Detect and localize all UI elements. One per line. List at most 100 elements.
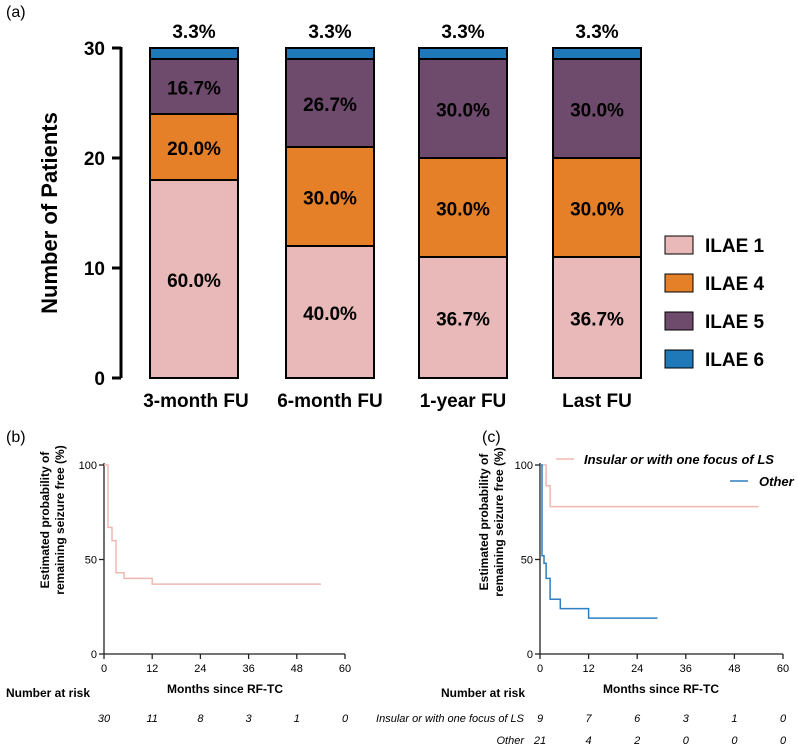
risk-value: 1 — [294, 713, 300, 725]
legend-swatch — [664, 311, 694, 331]
legend: ILAE 1 ILAE 4 ILAE 5 ILAE 6 — [664, 235, 765, 371]
bar-data-label: 3.3% — [308, 22, 351, 43]
km-c-risk-title: Number at risk — [441, 686, 525, 700]
bar-data-label: 3.3% — [441, 22, 484, 43]
legend-swatch — [664, 349, 694, 369]
km-x-tick-label: 48 — [291, 663, 303, 675]
risk-value: 30 — [98, 713, 111, 725]
risk-value: 8 — [197, 713, 204, 725]
km-y-tick-label: 50 — [521, 555, 533, 567]
bar-data-label: 30.0% — [436, 200, 490, 221]
bar-segment — [552, 47, 642, 60]
risk-value: 3 — [683, 713, 690, 725]
km-plot-b: 0 50 100 0 12 24 36 48 60 Estimated probability … — [6, 445, 351, 725]
km-x-tick-label: 0 — [101, 663, 107, 675]
x-tick-label: 3-month FU — [143, 391, 249, 412]
risk-value: 2 — [633, 735, 640, 746]
bar-segment — [418, 256, 508, 379]
legend-label: ILAE 1 — [705, 236, 765, 257]
stacked-bar-chart: 60.0% 20.0% 16.7% 3.3% 40.0% 30.0% 26.7% 3.3% 36… — [37, 22, 765, 412]
bar-segment — [552, 256, 642, 379]
bar-data-label: 3.3% — [172, 22, 215, 43]
x-tick-label: 6-month FU — [277, 391, 383, 412]
bar-segment — [418, 47, 508, 60]
y-axis: 0 10 20 30 — [84, 39, 123, 390]
legend-swatch — [664, 273, 694, 293]
x-axis-labels: 3-month FU 6-month FU 1-year FU Last FU — [143, 391, 632, 412]
legend-label-other: Other — [759, 474, 795, 489]
legend-label-insular: Insular or with one focus of LS — [584, 452, 774, 467]
legend-label: ILAE 6 — [705, 350, 764, 371]
bar-segment — [418, 58, 508, 159]
panel-label-a: (a) — [6, 4, 26, 21]
km-legend-c: Insular or with one focus of LS Other — [556, 452, 795, 489]
risk-value: 3 — [246, 713, 253, 725]
bar-data-label: 40.0% — [303, 304, 357, 325]
risk-value: 0 — [731, 735, 738, 746]
bar-segment — [285, 47, 375, 60]
km-c-ylabel-line2: remaining seizure free (%) — [492, 447, 506, 596]
km-x-tick-label: 0 — [537, 663, 543, 675]
km-series-c — [540, 464, 759, 619]
risk-value: 0 — [683, 735, 690, 746]
x-tick-label: Last FU — [562, 391, 632, 412]
km-x-tick-label: 48 — [728, 663, 740, 675]
bar-data-label: 60.0% — [167, 271, 221, 292]
km-b-xlabel: Months since RF-TC — [167, 682, 283, 696]
bar-data-label: 3.3% — [575, 22, 618, 43]
km-x-tick-label: 36 — [242, 663, 254, 675]
km-x-tick-label: 12 — [582, 663, 594, 675]
km-survival-curve — [104, 464, 321, 585]
bar-data-label: 26.7% — [303, 95, 357, 116]
legend-swatch — [664, 235, 694, 255]
risk-value: 0 — [342, 713, 349, 725]
risk-table-c: Insular or with one focus of LS 9 7 6 3 1 0 Oth… — [376, 713, 787, 746]
y-axis-title: Number of Patients — [37, 112, 62, 314]
bar-label-group: 60.0% 20.0% 16.7% 3.3% 40.0% 30.0% 26.7% 3.3% 36… — [167, 22, 624, 331]
x-tick-label: 1-year FU — [420, 391, 507, 412]
km-b-risk-title: Number at risk — [6, 686, 90, 700]
bar-segment — [149, 179, 239, 379]
km-y-tick-label: 0 — [91, 649, 97, 661]
y-tick-label: 20 — [84, 149, 105, 170]
km-axes-c: 0 50 100 0 12 24 36 48 60 — [515, 460, 789, 675]
km-survival-curve — [540, 464, 658, 619]
km-b-ylabel-line1: Estimated probability of — [38, 451, 52, 589]
km-axes-b: 0 50 100 0 12 24 36 48 60 — [79, 460, 351, 675]
bar-data-label: 16.7% — [167, 79, 221, 100]
legend-label: ILAE 4 — [705, 274, 765, 295]
km-x-tick-label: 36 — [680, 663, 692, 675]
risk-value: 21 — [533, 735, 546, 746]
risk-value: 1 — [731, 713, 737, 725]
bar-data-label: 30.0% — [570, 101, 624, 122]
y-tick-label: 0 — [94, 369, 105, 390]
bar-group — [149, 47, 642, 379]
bar-segment — [149, 113, 239, 181]
km-survival-curve — [540, 464, 759, 508]
risk-value: 0 — [780, 713, 787, 725]
risk-value: 6 — [634, 713, 641, 725]
km-x-tick-label: 60 — [777, 663, 789, 675]
bar-data-label: 36.7% — [570, 310, 624, 331]
bar-segment — [149, 47, 239, 60]
risk-value: 0 — [780, 735, 787, 746]
km-y-tick-label: 50 — [85, 555, 97, 567]
km-c-xlabel: Months since RF-TC — [603, 682, 719, 696]
legend-label: ILAE 5 — [705, 312, 765, 333]
km-y-tick-label: 100 — [515, 460, 533, 472]
y-tick-label: 30 — [84, 39, 105, 60]
bar-segment — [552, 58, 642, 159]
bar-data-label: 36.7% — [436, 310, 490, 331]
bar-data-label: 30.0% — [303, 189, 357, 210]
bar-data-label: 20.0% — [167, 139, 221, 160]
km-x-tick-label: 12 — [146, 663, 158, 675]
bar-segment — [285, 245, 375, 379]
bar-data-label: 30.0% — [570, 200, 624, 221]
km-x-tick-label: 24 — [631, 663, 643, 675]
risk-row-label: Other — [496, 735, 525, 746]
panel-label-b: (b) — [6, 429, 26, 446]
risk-table-b: 30 11 8 3 1 0 — [98, 713, 349, 725]
bar-segment — [418, 157, 508, 258]
